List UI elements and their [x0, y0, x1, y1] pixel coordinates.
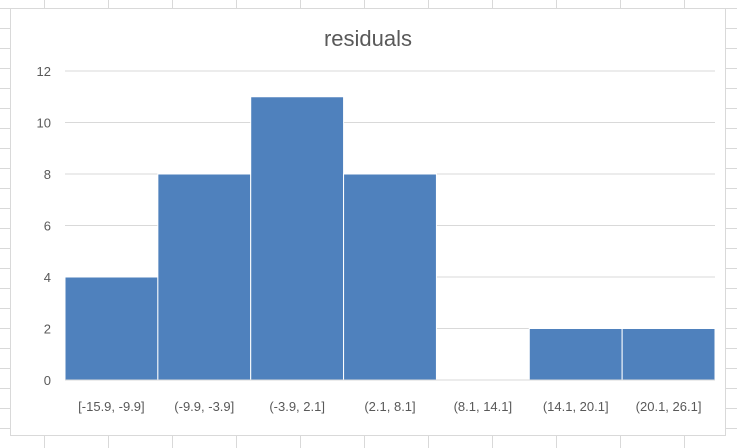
- x-tick-label: (-9.9, -3.9]: [174, 399, 234, 414]
- y-tick-label: 6: [44, 219, 51, 234]
- x-tick-label: (20.1, 26.1]: [636, 399, 702, 414]
- x-tick-label: [-15.9, -9.9]: [78, 399, 144, 414]
- y-tick-label: 0: [44, 373, 51, 388]
- x-tick-label: (2.1, 8.1]: [364, 399, 415, 414]
- y-tick-label: 8: [44, 167, 51, 182]
- x-axis-ticks: [-15.9, -9.9] (-9.9, -3.9] (-3.9, 2.1] (2.1…: [78, 399, 701, 414]
- bar[interactable]: [343, 173, 437, 381]
- y-tick-label: 2: [44, 322, 51, 337]
- y-tick-label: 10: [37, 116, 51, 131]
- y-axis-ticks: 0 2 4 6 8 10 12: [37, 64, 51, 388]
- x-tick-label: (14.1, 20.1]: [543, 399, 609, 414]
- bar[interactable]: [157, 173, 252, 381]
- y-tick-label: 4: [44, 270, 51, 285]
- bar[interactable]: [64, 276, 159, 381]
- y-tick-label: 12: [37, 64, 51, 79]
- bar[interactable]: [528, 328, 623, 381]
- bars: [64, 96, 716, 381]
- bar[interactable]: [621, 328, 716, 381]
- chart-title: residuals: [324, 26, 412, 51]
- x-tick-label: (-3.9, 2.1]: [269, 399, 325, 414]
- bar[interactable]: [250, 96, 345, 381]
- x-tick-label: (8.1, 14.1]: [454, 399, 513, 414]
